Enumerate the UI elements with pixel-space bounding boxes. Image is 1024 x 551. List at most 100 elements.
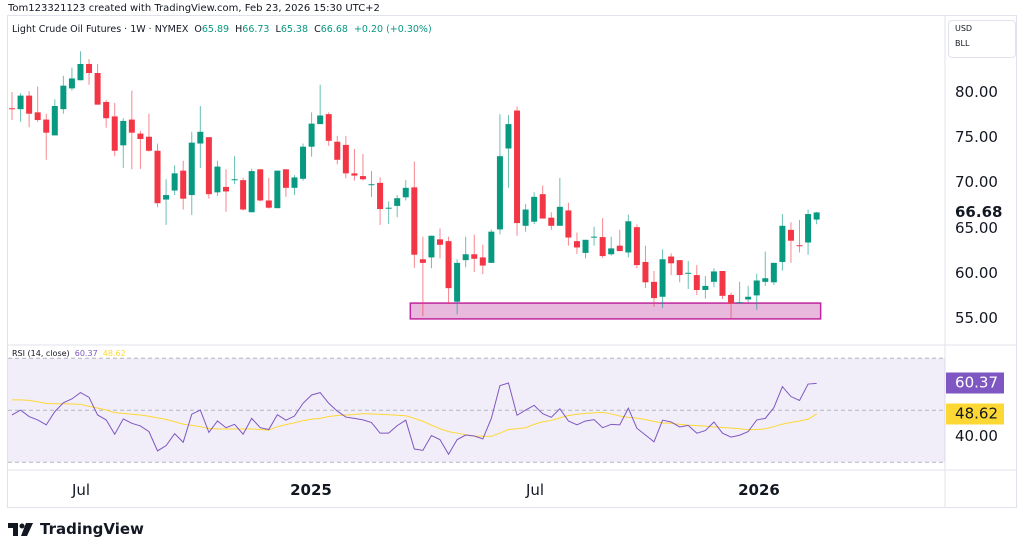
candle-body bbox=[223, 186, 229, 192]
candle-body bbox=[197, 131, 204, 144]
candle-body bbox=[693, 275, 700, 290]
candle bbox=[291, 175, 298, 196]
candle bbox=[462, 236, 469, 268]
candle-body bbox=[745, 296, 752, 300]
candle bbox=[368, 171, 375, 197]
candle bbox=[659, 249, 666, 309]
candle-body bbox=[651, 281, 657, 299]
candle-body bbox=[77, 63, 84, 81]
price-tick: 80.00 bbox=[955, 83, 998, 101]
candle-body bbox=[471, 254, 478, 259]
candle-body bbox=[556, 206, 563, 226]
candle bbox=[334, 135, 341, 165]
tradingview-logo[interactable]: TradingView bbox=[8, 520, 144, 538]
candle-body bbox=[428, 235, 435, 258]
candle bbox=[753, 273, 760, 310]
candle-body bbox=[796, 245, 803, 247]
candle-body bbox=[137, 133, 144, 140]
candle bbox=[651, 270, 657, 307]
candle bbox=[60, 75, 67, 114]
price-tick: 55.00 bbox=[955, 309, 998, 327]
candle bbox=[257, 169, 264, 202]
time-label-jul-2025: Jul bbox=[525, 481, 545, 499]
candle-body bbox=[514, 110, 521, 224]
high-value: 66.73 bbox=[242, 24, 270, 35]
candle bbox=[111, 102, 118, 157]
rsi-legend-value: 60.37 bbox=[74, 349, 98, 358]
candle-body bbox=[787, 229, 794, 241]
rsi-ma-value-badge: 48.62 bbox=[946, 403, 1004, 425]
support-zone-rectangle bbox=[409, 302, 822, 320]
currency-unit-box[interactable]: USD BLL bbox=[948, 20, 1016, 58]
close-label: C bbox=[314, 24, 321, 35]
candle bbox=[34, 86, 41, 122]
candle-body bbox=[334, 141, 341, 160]
candle-body bbox=[736, 302, 743, 304]
price-tick: 60.00 bbox=[955, 263, 998, 282]
candle bbox=[642, 245, 649, 289]
candle-body bbox=[325, 114, 332, 141]
candle bbox=[633, 224, 640, 269]
candle-body bbox=[454, 262, 461, 302]
candle-body bbox=[308, 123, 315, 147]
symbol-name[interactable]: Light Crude Oil Futures · 1W · NYMEX bbox=[12, 24, 189, 35]
candle bbox=[488, 229, 495, 263]
candle bbox=[197, 106, 204, 168]
candle-body bbox=[676, 260, 683, 276]
candle bbox=[514, 106, 521, 236]
rsi-title[interactable]: RSI (14, close) bbox=[12, 349, 70, 358]
candle-body bbox=[539, 194, 546, 219]
candle-body bbox=[265, 200, 272, 208]
candle bbox=[43, 113, 50, 160]
price-tick: 75.00 bbox=[955, 128, 998, 147]
candle-body bbox=[565, 210, 572, 238]
candle bbox=[137, 130, 144, 169]
candle bbox=[68, 67, 75, 91]
candle-body bbox=[625, 221, 632, 253]
candle-body bbox=[488, 231, 495, 263]
candle bbox=[616, 229, 623, 252]
candle bbox=[274, 170, 281, 209]
candle bbox=[454, 259, 461, 315]
candle bbox=[402, 180, 409, 201]
candle-body bbox=[411, 187, 418, 255]
candle bbox=[180, 160, 187, 210]
candle-body bbox=[496, 156, 503, 230]
candle bbox=[325, 112, 332, 146]
candle bbox=[351, 148, 358, 181]
candle bbox=[548, 212, 555, 230]
candle-body bbox=[668, 256, 675, 264]
candle-body bbox=[505, 124, 512, 149]
candle-body bbox=[231, 179, 238, 181]
candle-body bbox=[205, 137, 212, 195]
candle-body bbox=[26, 95, 33, 114]
candle bbox=[240, 177, 247, 211]
candle-body bbox=[633, 227, 640, 266]
rsi-value-badge: 60.37 bbox=[946, 372, 1004, 394]
candle bbox=[437, 228, 443, 259]
candle bbox=[317, 84, 324, 125]
candle-body bbox=[779, 225, 786, 262]
candle-body bbox=[377, 182, 384, 210]
candle bbox=[591, 226, 598, 246]
candle bbox=[265, 177, 272, 209]
candle bbox=[103, 100, 110, 128]
open-label: O bbox=[194, 24, 202, 35]
price-tick: 70.00 bbox=[955, 173, 998, 192]
candle bbox=[385, 201, 392, 224]
candle-body bbox=[385, 207, 392, 209]
candle-body bbox=[86, 63, 93, 74]
candle-body bbox=[437, 239, 443, 245]
candle bbox=[359, 153, 366, 181]
candle bbox=[445, 236, 452, 304]
candle-body bbox=[762, 278, 769, 282]
candle bbox=[805, 209, 812, 255]
candle bbox=[26, 91, 33, 128]
candle bbox=[496, 114, 503, 235]
candle-body bbox=[291, 177, 298, 188]
candle-body bbox=[419, 259, 426, 263]
candle bbox=[813, 211, 820, 225]
candle-body bbox=[582, 239, 589, 253]
candle-body bbox=[573, 241, 580, 248]
